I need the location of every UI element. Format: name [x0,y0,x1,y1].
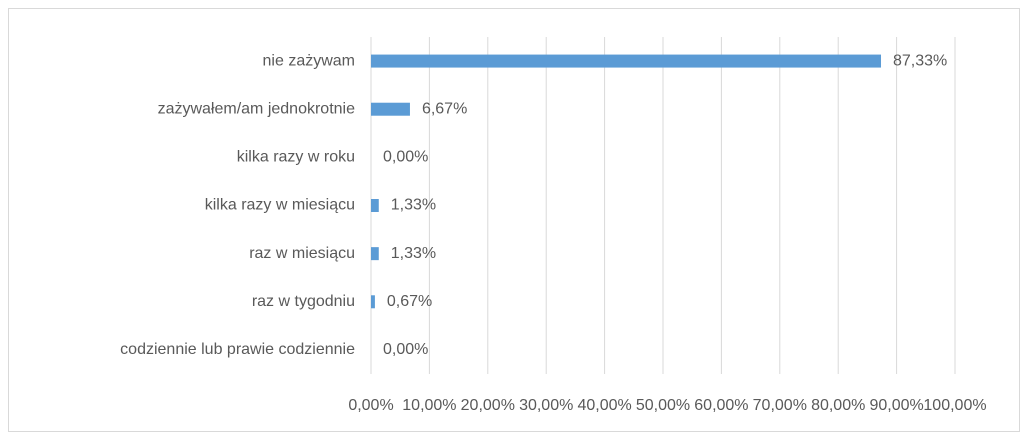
x-tick-label: 70,00% [753,397,807,414]
y-tick-label: raz w miesiącu [249,245,355,262]
bar [371,102,410,116]
x-tick-label: 40,00% [577,397,631,414]
bar [371,247,379,261]
data-label: 0,00% [383,341,428,358]
x-tick-label: 80,00% [811,397,865,414]
data-label: 87,33% [893,52,947,69]
y-tick-label: raz w tygodniu [252,293,355,310]
data-label: 1,33% [391,245,436,262]
x-tick-label: 60,00% [694,397,748,414]
x-tick-label: 20,00% [461,397,515,414]
y-tick-label: zażywałem/am jednokrotnie [158,100,356,117]
x-tick-label: 50,00% [636,397,690,414]
y-tick-label: kilka razy w roku [237,149,355,166]
y-tick-label: codziennie lub prawie codziennie [120,341,355,358]
y-tick-label: nie zażywam [263,52,355,69]
x-tick-label: 10,00% [402,397,456,414]
x-tick-label: 0,00% [348,397,393,414]
x-tick-label: 90,00% [869,397,923,414]
chart-frame [8,8,1020,432]
data-label: 6,67% [422,100,467,117]
x-tick-label: 30,00% [519,397,573,414]
data-label: 0,00% [383,149,428,166]
bar [371,199,379,212]
bar [371,295,375,309]
y-tick-label: kilka razy w miesiącu [205,197,355,214]
data-label: 1,33% [391,197,436,214]
data-label: 0,67% [387,293,432,310]
bar [371,54,882,68]
x-tick-label: 100,00% [923,397,986,414]
